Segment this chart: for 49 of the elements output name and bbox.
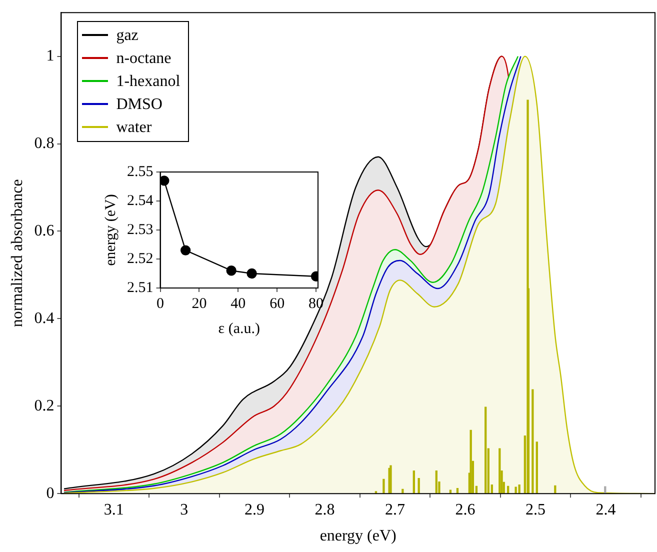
x-tick-label: 40 [230,296,246,312]
y-tick-label: 2.53 [127,222,154,238]
y-tick-label: 0.6 [34,222,54,240]
y-tick-label: 0 [46,484,54,502]
bar [412,470,415,494]
y-tick-label: 2.54 [127,192,154,209]
point [160,176,170,186]
y-tick-label: 0.4 [34,310,54,327]
x-tick-label: 2.8 [314,501,335,518]
bar [435,470,438,494]
bar [532,389,534,494]
y-tick-label: 2.51 [127,280,154,296]
point [180,245,191,256]
bar [518,484,520,494]
legend-label: DMSO [116,94,162,115]
x-tick-label: 2.7 [384,501,405,518]
point [226,266,236,276]
y-tick-label: 2.52 [127,250,154,267]
legend-label: water [116,118,152,138]
legend-label: 1-hexanol [116,72,180,92]
x-tick-label: 0 [156,296,164,312]
bar [470,430,472,494]
x-tick-label: 3 [180,501,188,518]
x-axis-title: ε (a.u.) [218,320,260,337]
bar [402,488,404,494]
bar [498,448,501,494]
x-tick-label: 2.6 [455,501,476,518]
bar [484,406,487,494]
bar [514,486,517,494]
x-tick-label: 2.9 [244,501,264,518]
legend-label: gaz [116,26,138,46]
bar [536,442,538,494]
legend-label: n-octane [116,48,172,69]
bar [418,478,420,494]
x-tick-label: 2.4 [596,501,616,518]
x-tick-label: 3.1 [104,501,124,518]
x-tick-label: 20 [192,296,207,312]
y-tick-label: 1 [46,48,54,65]
bar [390,465,392,494]
point [246,268,257,279]
x-tick-label: 60 [270,296,285,312]
y-tick-label: 2.55 [127,164,154,180]
y-tick-label: 0.2 [34,397,54,414]
y-tick-label: 0.8 [34,134,54,152]
x-axis-title: energy (eV) [320,528,396,545]
bar [382,478,385,494]
x-tick-label: 2.5 [526,501,546,518]
y-axis-title: energy (eV) [102,194,119,266]
y-axis-title: normalized absorbance [8,179,26,328]
